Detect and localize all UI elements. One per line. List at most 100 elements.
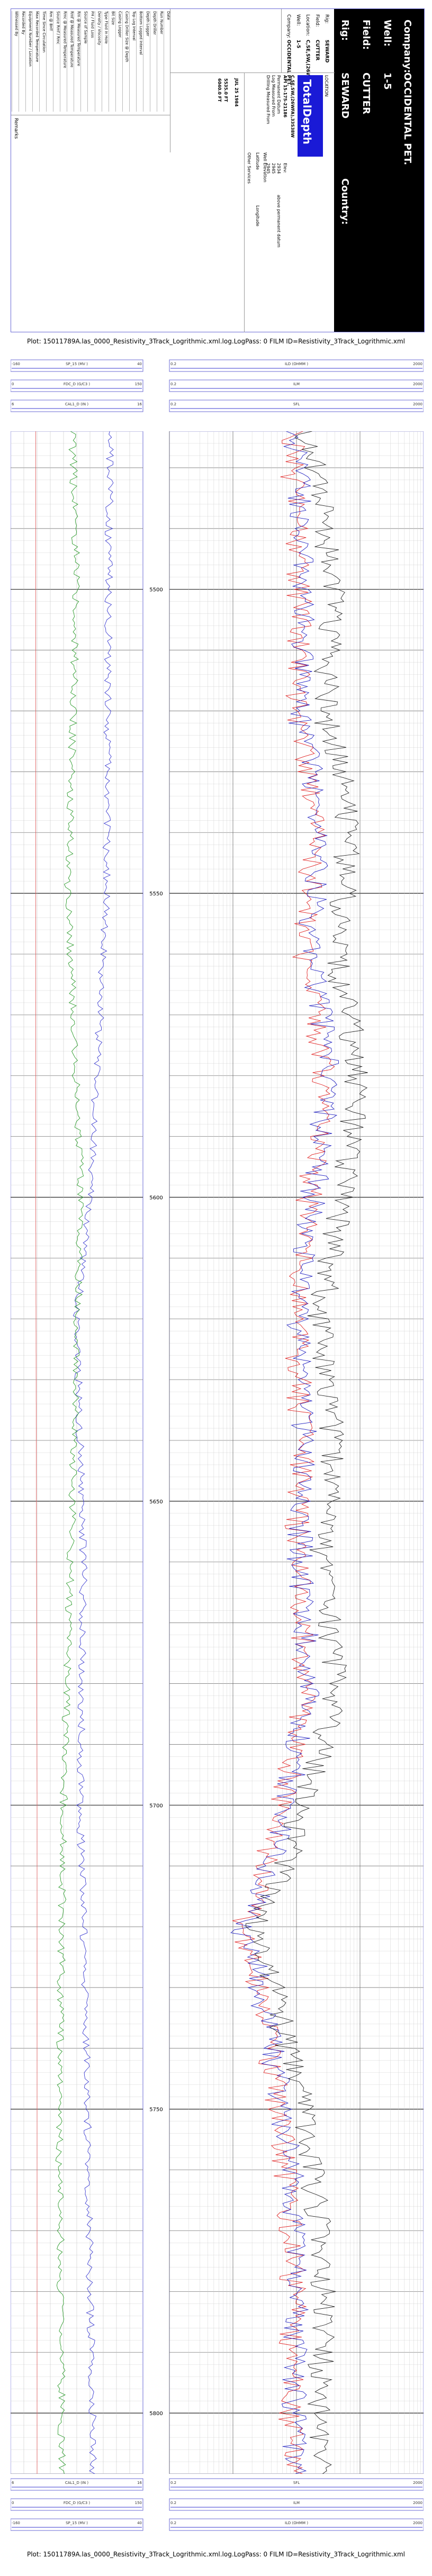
scale-right: 16 xyxy=(137,2481,142,2485)
scale-sp_15: -160 SP_15 (MV ) 40 xyxy=(11,359,143,372)
scale-left: 0.2 xyxy=(170,2481,176,2485)
log-header: Company: OCCIDENTAL PET. Well: 1-5 Field… xyxy=(11,8,425,332)
scale-name: SFL xyxy=(293,402,300,406)
scale-header-bottom: 6 CAL1_D (IN ) 16 0 FDC_D (G/C3 ) 150 -160 SP_1… xyxy=(11,2478,424,2531)
other-services-label: Other Services xyxy=(247,152,251,184)
curve-ilm xyxy=(230,431,339,2474)
scale-name: ILM xyxy=(293,2501,300,2505)
run-value-2: 6040.0 FT xyxy=(217,78,222,102)
scale-left: 0.2 xyxy=(170,2501,176,2505)
field-value: CUTTER xyxy=(361,72,372,114)
scale-right: 2000 xyxy=(413,402,422,406)
depth-label: 5500 xyxy=(149,587,163,593)
elevation-value-2: 2945 xyxy=(271,163,276,174)
location-detail: C,SE,SW,(26WFA),33S38W xyxy=(290,75,295,138)
scale-ilm: 0.2 ILM 2000 xyxy=(169,2498,424,2511)
table-row-label: Type Fluid in Hole xyxy=(101,11,109,112)
scale-left: 0.2 xyxy=(170,382,176,386)
table-row-label: Witnessed By xyxy=(12,11,19,112)
table-row-label: Date xyxy=(163,11,170,112)
curve-sfl xyxy=(245,431,368,2474)
table-row-label: Bottom Logged Interval xyxy=(136,11,143,112)
location-line-api: API 15-175-21186 xyxy=(283,75,287,118)
summary-rig-value: SEWARD xyxy=(324,40,329,63)
rig-value: SEWARD xyxy=(339,72,350,119)
field-label: Field: xyxy=(361,20,372,50)
scale-right: 2000 xyxy=(413,2521,422,2525)
elevation-value-3: 2945 xyxy=(266,163,271,174)
scale-sfl: 0.2 SFL 2000 xyxy=(169,2478,424,2491)
location-line-drill-from: Drilling Measured From xyxy=(266,75,271,124)
scale-header-top: -160 SP_15 (MV ) 40 0 FDC_D (G/C3 ) 150 6 CAL1_… xyxy=(11,359,424,412)
summary-company-value: OCCIDENTAL PET. xyxy=(286,40,291,86)
summary-well-value: 1-5 xyxy=(295,40,301,49)
date-value: JUL 25 1984 xyxy=(234,78,239,107)
table-row-label: Top Log Interval xyxy=(129,11,136,112)
table-row-label: Bit Size xyxy=(108,11,115,112)
summary-well-label: Well: xyxy=(295,14,301,26)
scale-name: SP_15 (MV ) xyxy=(66,362,88,366)
well-label: Well: xyxy=(382,20,393,47)
depth-label: 5550 xyxy=(149,891,163,897)
scale-ild: 0.2 ILD (OHMM ) 2000 xyxy=(169,2518,424,2531)
summary-block: Rig: SEWARD Field: CUTTER Location: C,SE… xyxy=(281,9,335,110)
scale-left: 0 xyxy=(12,382,14,386)
header-title-block: Company: OCCIDENTAL PET. Well: 1-5 Field… xyxy=(334,9,424,332)
table-row-label: Equipment Number / Location xyxy=(25,11,32,112)
table-row-label: Source Rmf / Rmc xyxy=(53,11,60,112)
ref-line: above permanent datum xyxy=(276,195,281,248)
remarks-label: Remarks xyxy=(13,118,19,139)
table-row-label: Run Number xyxy=(156,11,164,112)
scale-cal1_d: 6 CAL1_D (IN ) 16 xyxy=(11,400,143,412)
table-row-label: Rmf @ Measured Temperature xyxy=(67,11,74,112)
scale-name: ILD (OHMM ) xyxy=(285,2521,308,2525)
latitude-label: Latitude xyxy=(255,152,260,170)
table-row-label: Density / Viscosity xyxy=(94,11,102,112)
scale-right: 150 xyxy=(135,382,142,386)
depth-label: 5600 xyxy=(149,1195,163,1201)
scale-name: FDC_D (G/C3 ) xyxy=(64,382,90,386)
scale-cal1_d: 6 CAL1_D (IN ) 16 xyxy=(11,2478,143,2491)
table-row-label: Depth Logger xyxy=(142,11,150,112)
depth-label: 5800 xyxy=(149,2411,163,2417)
scale-right: 2000 xyxy=(413,2481,422,2485)
table-row-label: Rm @ BHT xyxy=(46,11,53,112)
scale-ild: 0.2 ILD (OHMM ) 2000 xyxy=(169,359,424,372)
table-row-label: Max Recorded Temperature xyxy=(32,11,39,112)
well-value: 1-5 xyxy=(382,72,393,90)
scale-name: SFL xyxy=(293,2481,300,2485)
table-row-label: Rmc @ Measured Temperature xyxy=(60,11,67,112)
depth-label: 5750 xyxy=(149,2107,163,2113)
scale-right: 16 xyxy=(137,402,142,406)
scale-left: -160 xyxy=(12,362,20,366)
scale-name: ILD (OHMM ) xyxy=(285,362,308,366)
scale-right: 40 xyxy=(137,2521,142,2525)
scale-right: 2000 xyxy=(413,382,422,386)
depth-label: 5650 xyxy=(149,1499,163,1505)
location-title: LOCATION xyxy=(324,75,329,97)
location-block: LOCATION TotalDepth C,SE,SW,(26WFA),33S3… xyxy=(244,72,335,332)
company-value: OCCIDENTAL PET. xyxy=(402,72,413,166)
plot-caption-bottom: Plot: 15011789A.las_0000_Resistivity_3Tr… xyxy=(26,2551,405,2558)
table-row-label: Casing Logger xyxy=(115,11,122,112)
rig-label: Rig: xyxy=(339,20,350,41)
scale-right: 150 xyxy=(135,2501,142,2505)
depth-label: 5700 xyxy=(149,1803,163,1809)
curve-ild xyxy=(232,431,335,2474)
scale-fdc_d: 0 FDC_D (G/C3 ) 150 xyxy=(11,2498,143,2511)
table-row-label: Time Since Circulation xyxy=(39,11,46,112)
parameter-table: Date Run Number Depth Driller Depth Logger B… xyxy=(11,9,170,115)
scale-sfl: 0.2 SFL 2000 xyxy=(169,400,424,412)
scale-left: 0.2 xyxy=(170,402,176,406)
run-block: JUL 25 1984 5535.0 FT 6040.0 FT xyxy=(170,72,245,152)
location-line-datum: Permanent Datum xyxy=(276,75,281,114)
longitude-label: Longitude xyxy=(255,205,260,226)
totaldepth-logo: TotalDepth xyxy=(298,75,323,157)
table-row-label: Recorded By xyxy=(19,11,25,112)
table-row-label: Source of Sample xyxy=(80,11,87,112)
scale-right: 2000 xyxy=(413,2501,422,2505)
scale-fdc_d: 0 FDC_D (G/C3 ) 150 xyxy=(11,379,143,392)
summary-location-label: Location: xyxy=(305,14,310,37)
curve-fdc_d xyxy=(55,431,84,2474)
well-elevation-label: Well Elevation xyxy=(263,152,267,183)
